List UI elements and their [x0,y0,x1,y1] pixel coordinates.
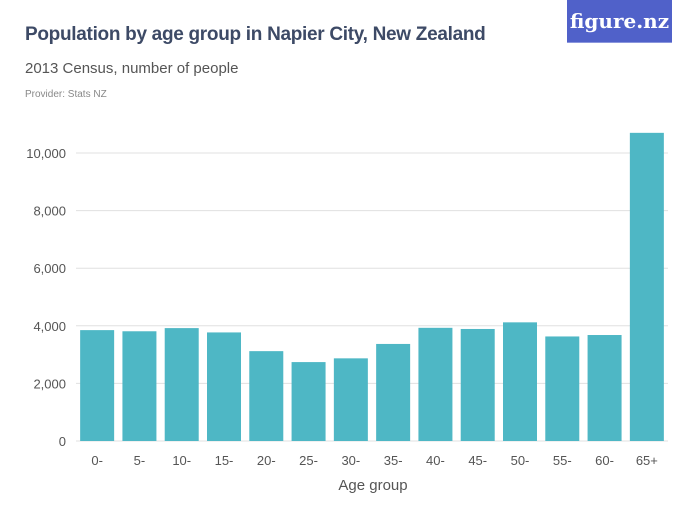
bar-40-[interactable] [418,327,453,441]
bars [80,132,664,441]
y-tick-label: 10,000 [26,146,66,161]
bar-60-[interactable] [587,335,622,441]
y-tick-label: 8,000 [33,204,66,219]
y-tick-label: 2,000 [33,376,66,391]
bar-10-[interactable] [164,328,199,441]
x-tick-label: 30- [341,453,360,468]
bar-5-[interactable] [122,331,157,441]
x-tick-label: 35- [384,453,403,468]
x-tick-label: 10- [172,453,191,468]
x-tick-label: 45- [468,453,487,468]
x-axis-label: Age group [338,477,407,494]
bar-65+[interactable] [629,132,664,441]
y-tick-label: 0 [59,434,66,449]
bar-25-[interactable] [291,362,326,441]
y-tick-label: 6,000 [33,261,66,276]
bar-15-[interactable] [207,332,241,441]
figure-nz-logo[interactable]: figure.nz [567,0,672,43]
x-tick-label: 25- [299,453,318,468]
x-tick-label: 5- [134,453,146,468]
chart-title: Population by age group in Napier City, … [25,24,486,45]
x-tick-label: 20- [257,453,276,468]
bar-50-[interactable] [503,322,537,441]
bar-0-[interactable] [80,330,115,441]
bar-35-[interactable] [376,343,411,441]
x-tick-label: 15- [215,453,234,468]
x-tick-label: 60- [595,453,614,468]
chart-subtitle: 2013 Census, number of people [25,60,239,77]
x-tick-label: 50- [511,453,530,468]
x-tick-label: 0- [91,453,103,468]
x-axis-ticks: 0- 5- 10- 15- 20- 25- 30- 35- 40- 45- 50- 55- 60- 65+ [91,453,658,468]
provider-label: Provider: Stats NZ [25,89,107,100]
bar-30-[interactable] [333,358,368,441]
bar-20-[interactable] [249,351,284,441]
x-tick-label: 40- [426,453,445,468]
y-tick-label: 4,000 [33,319,66,334]
bar-55-[interactable] [545,336,580,441]
x-tick-label: 65+ [636,453,658,468]
x-tick-label: 55- [553,453,572,468]
bar-45-[interactable] [460,328,495,441]
y-axis-ticks: 0 2,000 4,000 6,000 8,000 10,000 [26,146,66,449]
